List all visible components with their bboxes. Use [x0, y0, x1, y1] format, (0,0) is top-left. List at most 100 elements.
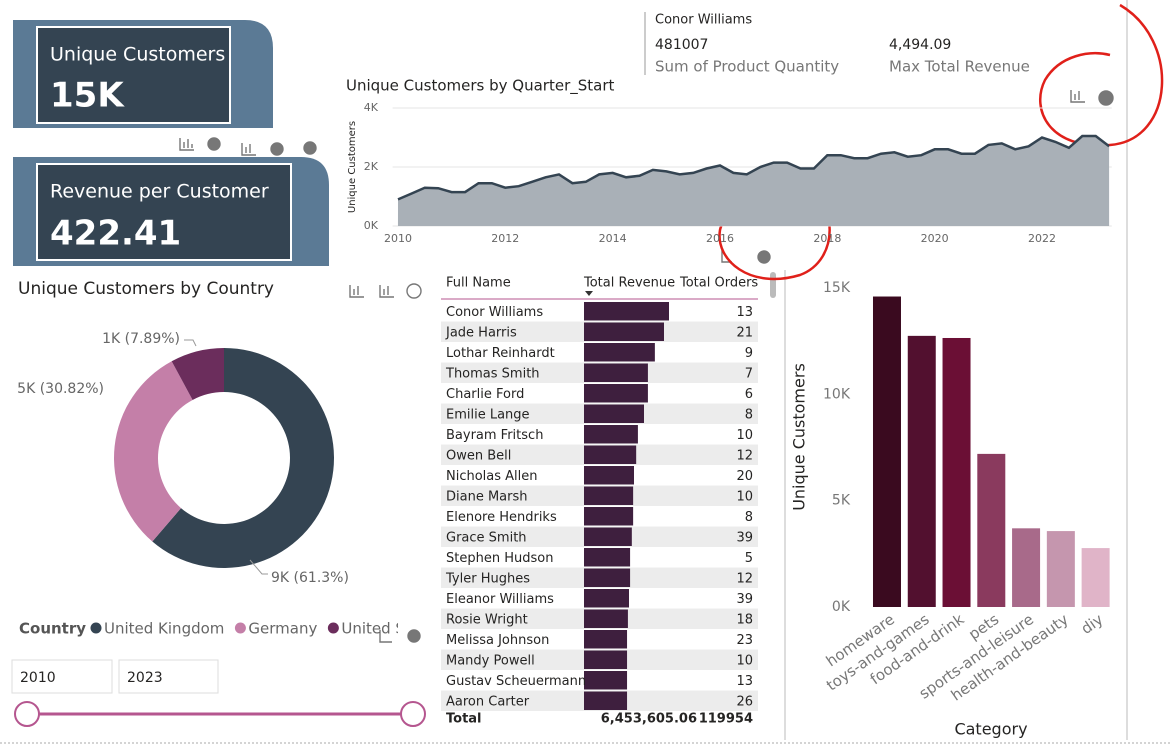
- legend-title: Country: [19, 620, 86, 638]
- visual-icons: [179, 90, 1114, 643]
- leader-line: [184, 339, 197, 347]
- data-bar: [584, 568, 631, 587]
- donut-slice: [152, 348, 334, 568]
- total-value: 6,453,605.06: [601, 712, 697, 727]
- data-bar: [584, 486, 634, 505]
- cell: 6: [745, 387, 753, 402]
- data-bar: [584, 425, 638, 444]
- line: [397, 134, 1110, 201]
- data-label: 9K (61.3%): [271, 570, 349, 586]
- y-tick-label: 4K: [364, 101, 379, 114]
- x-tick-label: diy: [1078, 610, 1107, 638]
- cell: Grace Smith: [446, 530, 527, 545]
- x-tick-label: 2010: [384, 232, 412, 245]
- cell: Thomas Smith: [445, 366, 540, 381]
- x-tick-label: 2020: [921, 232, 949, 245]
- data-bar: [584, 589, 629, 608]
- data-bar: [584, 548, 631, 567]
- slicer-from: 2010: [20, 670, 56, 686]
- tooltip-name: Conor Williams: [655, 13, 752, 28]
- y-axis-label: Unique Customers: [790, 363, 809, 511]
- cell: Charlie Ford: [446, 387, 524, 402]
- legend-label: United Kingdom: [104, 620, 224, 638]
- tooltip-label: Sum of Product Quantity: [655, 58, 839, 76]
- x-axis-label: Category: [954, 720, 1027, 739]
- cell: 5: [745, 551, 753, 566]
- cell: 39: [736, 530, 753, 545]
- cell: 10: [736, 489, 753, 504]
- sort-arrow: [585, 291, 593, 296]
- cell: 13: [736, 305, 753, 320]
- cell: Owen Bell: [446, 448, 511, 463]
- slider-handle[interactable]: [14, 701, 40, 727]
- cell: Rosie Wright: [446, 612, 528, 627]
- data-bar: [584, 650, 628, 669]
- column-header: Total Orders: [679, 276, 758, 291]
- leader-line: [249, 559, 268, 575]
- column-header: Total Revenue: [583, 276, 675, 291]
- cell: Gustav Scheuermann: [446, 674, 586, 689]
- data-bar: [584, 384, 648, 403]
- y-tick-label: 0K: [364, 219, 379, 232]
- cell: Eleanor Williams: [446, 592, 554, 607]
- slicer-input[interactable]: [11, 659, 113, 694]
- cell: Elenore Hendriks: [446, 510, 557, 525]
- cell: 23: [736, 633, 753, 648]
- cell: 26: [736, 694, 753, 709]
- cell: Nicholas Allen: [446, 469, 538, 484]
- bar: [1012, 528, 1041, 607]
- x-tick-label: 2012: [491, 232, 519, 245]
- cell: 10: [736, 428, 753, 443]
- area: [397, 136, 1110, 226]
- cell: 10: [736, 653, 753, 668]
- data-bar: [584, 343, 655, 362]
- cell: 8: [745, 510, 753, 525]
- cell: Mandy Powell: [446, 653, 535, 668]
- cell: Diane Marsh: [446, 489, 528, 504]
- x-tick-label: 2022: [1028, 232, 1056, 245]
- card-body: [36, 26, 231, 124]
- cell: 20: [736, 469, 753, 484]
- total-value: 119954: [699, 712, 753, 727]
- data-bar: [584, 363, 648, 382]
- data-bar: [584, 671, 628, 690]
- scrollbar[interactable]: [770, 272, 776, 298]
- cell: Melissa Johnson: [446, 633, 549, 648]
- x-tick-label: 2014: [599, 232, 627, 245]
- card-body: [36, 163, 292, 261]
- cell: Emilie Lange: [446, 407, 530, 422]
- cell: Aaron Carter: [446, 694, 530, 709]
- legend-label: Germany: [248, 620, 317, 638]
- cell: Stephen Hudson: [446, 551, 553, 566]
- y-tick-label: 10K: [823, 386, 851, 402]
- chart-title: Unique Customers by Quarter_Start: [346, 77, 615, 96]
- chart-title: Unique Customers by Country: [18, 279, 274, 299]
- data-bar: [584, 322, 664, 341]
- data-bar: [584, 630, 628, 649]
- donut-slice: [113, 361, 193, 542]
- cell: 18: [736, 612, 753, 627]
- card-value: 15K: [50, 76, 125, 116]
- slicer-input[interactable]: [118, 659, 219, 694]
- cell: 21: [736, 325, 753, 340]
- tooltip-value: 481007: [655, 37, 708, 53]
- y-tick-label: 5K: [832, 493, 851, 509]
- slider-handle[interactable]: [400, 701, 426, 727]
- legend-label: United States: [341, 620, 443, 638]
- data-bar: [584, 302, 669, 321]
- legend-swatch: [90, 622, 102, 634]
- y-axis-label: Unique Customers: [347, 121, 358, 213]
- data-bar: [584, 445, 637, 464]
- x-tick-label: 2016: [706, 232, 734, 245]
- column-header: Full Name: [446, 276, 511, 291]
- x-tick-label: 2018: [813, 232, 841, 245]
- cell: Tyler Hughes: [445, 571, 530, 586]
- data-bar: [584, 527, 632, 546]
- legend-swatch: [327, 622, 339, 634]
- donut-slice: [171, 347, 224, 400]
- cell: Jade Harris: [445, 325, 517, 340]
- slicer-to: 2023: [127, 670, 163, 686]
- cell: 7: [745, 366, 753, 381]
- total-label: Total: [446, 712, 482, 727]
